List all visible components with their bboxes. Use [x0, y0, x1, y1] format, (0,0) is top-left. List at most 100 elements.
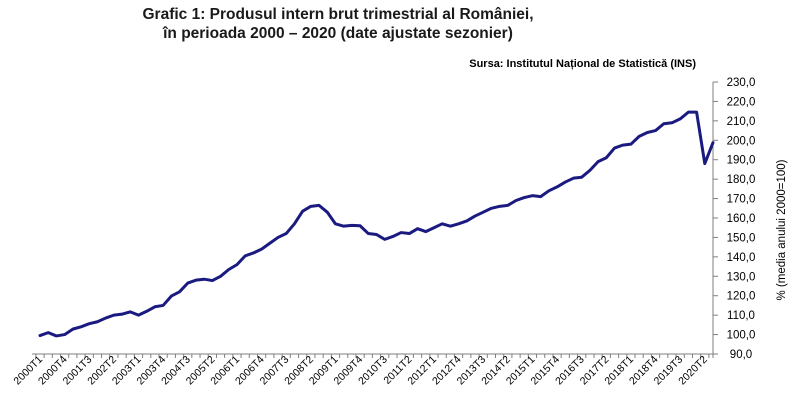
data-point [236, 263, 238, 266]
data-point [383, 238, 386, 241]
data-point [359, 224, 361, 227]
data-point [498, 205, 501, 208]
data-point [342, 225, 345, 227]
y-tick-label: 120,0 [727, 291, 756, 303]
data-point [482, 211, 484, 213]
y-tick-label: 140,0 [727, 252, 756, 264]
data-point [671, 122, 673, 124]
data-point [662, 122, 665, 125]
data-point [564, 181, 567, 183]
data-point [490, 207, 493, 210]
data-point [465, 220, 468, 222]
data-point [113, 314, 115, 316]
data-point [580, 176, 583, 178]
data-point [712, 141, 714, 144]
data-point [621, 144, 624, 146]
data-point [375, 233, 378, 236]
data-point [597, 160, 599, 163]
data-point [449, 225, 452, 227]
data-point [154, 305, 156, 308]
data-point [507, 204, 509, 207]
data-point [96, 320, 99, 323]
data-point [695, 111, 698, 113]
data-point [703, 162, 706, 165]
source-note: Sursa: Institutul Național de Statistică… [469, 58, 696, 70]
axes-layer [32, 82, 714, 358]
data-point [367, 232, 370, 235]
data-point [137, 314, 140, 316]
data-point [531, 194, 534, 197]
data-point [523, 196, 526, 199]
data-point [556, 186, 558, 188]
data-point [646, 131, 649, 134]
data-point [318, 204, 320, 207]
data-point [162, 304, 164, 307]
chart-subtitle: în perioada 2000 – 2020 (date ajustate s… [163, 25, 513, 42]
data-point [244, 255, 246, 257]
data-point [457, 223, 460, 225]
data-point [47, 331, 50, 334]
y-tick-label: 110,0 [727, 310, 755, 322]
data-point [424, 230, 427, 233]
data-point [170, 295, 173, 297]
data-point [277, 236, 279, 239]
data-point [301, 210, 304, 212]
y-axis-label: % (media anului 2000=100) [776, 159, 788, 300]
data-point [178, 291, 181, 293]
y-tick-label: 210,0 [727, 116, 756, 128]
data-point [630, 143, 632, 145]
data-point [104, 317, 107, 319]
data-point [195, 279, 197, 281]
data-point [351, 224, 353, 227]
data-point [548, 190, 550, 192]
y-tick-label: 220,0 [727, 96, 756, 108]
y-tick-label: 170,0 [727, 194, 756, 206]
data-point [416, 227, 419, 230]
y-tick-label: 230,0 [727, 77, 756, 89]
data-point [145, 310, 148, 313]
y-tick-label: 190,0 [727, 155, 756, 167]
data-point [186, 282, 189, 284]
y-tick-label: 100,0 [727, 330, 756, 342]
data-point [211, 279, 214, 282]
data-point [392, 235, 394, 238]
data-point [63, 333, 66, 336]
data-point [121, 313, 123, 315]
data-point [687, 111, 690, 113]
data-point [589, 169, 591, 172]
data-point [433, 226, 435, 229]
y-tick-label: 200,0 [727, 135, 756, 147]
y-tick-label: 160,0 [727, 213, 756, 225]
data-point [408, 232, 411, 235]
chart-title: Grafic 1: Produsul intern brut trimestri… [142, 6, 534, 23]
data-point [400, 231, 402, 234]
data-point [227, 268, 230, 271]
data-point [285, 232, 288, 235]
series-layer [38, 110, 715, 338]
data-point [219, 275, 222, 278]
data-point [441, 223, 443, 225]
y-tick-label: 130,0 [727, 271, 756, 283]
data-point [129, 311, 132, 313]
data-point [638, 135, 640, 138]
data-point [293, 223, 296, 225]
data-point [88, 322, 91, 325]
chart-title-block: Grafic 1: Produsul intern brut trimestri… [0, 5, 676, 43]
data-point [605, 156, 608, 159]
x-tick-layer: 2000T12000T42001T32002T22003T12003T42004… [11, 354, 710, 388]
data-point [80, 326, 82, 328]
data-point [39, 334, 41, 337]
data-point [334, 223, 337, 225]
data-point [539, 195, 542, 198]
data-point [515, 199, 517, 202]
y-tick-layer: 90,0 100,0 110,0 120,0 130,0 140,0 150,0 160,0 1… [713, 77, 755, 361]
data-point [326, 211, 329, 213]
gdp-series-line [38, 110, 715, 338]
data-point [679, 118, 681, 120]
data-point [654, 129, 657, 132]
data-point [613, 147, 616, 149]
data-point [572, 177, 575, 179]
data-point [269, 242, 271, 245]
data-point [474, 215, 476, 217]
